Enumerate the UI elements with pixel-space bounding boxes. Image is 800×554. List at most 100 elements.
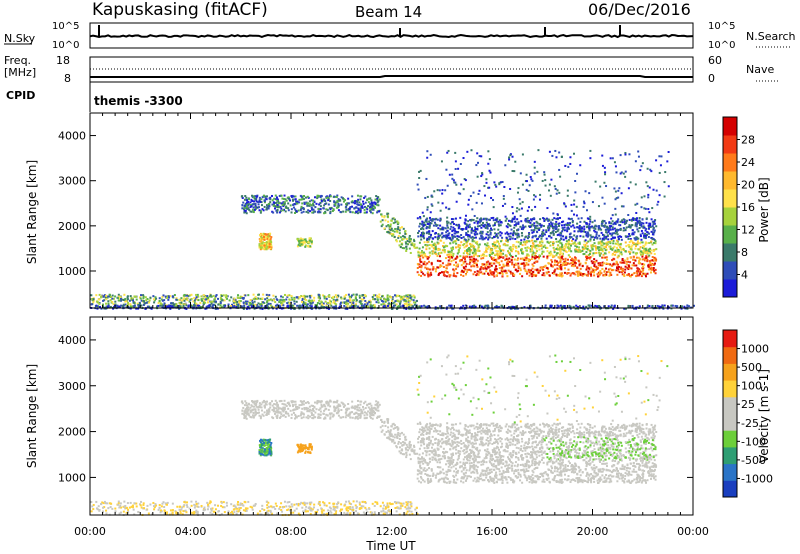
power-cell — [654, 272, 657, 275]
power-cell — [653, 229, 656, 232]
power-cell — [454, 240, 457, 243]
power-cell — [550, 305, 553, 308]
power-cell — [417, 255, 420, 258]
power-cell — [437, 249, 440, 252]
power-cell — [485, 247, 488, 250]
power-cell — [313, 296, 316, 299]
power-cell — [450, 225, 453, 228]
power-cell — [651, 263, 654, 266]
power-cell — [164, 295, 167, 298]
power-cell — [629, 181, 632, 184]
power-cell — [452, 222, 455, 225]
power-cell — [624, 265, 627, 268]
power-cell — [491, 251, 494, 254]
power-cell — [559, 267, 562, 270]
power-cell — [517, 241, 520, 244]
power-cell — [351, 303, 354, 306]
power-cell — [287, 301, 290, 304]
power-cell — [432, 247, 435, 250]
power-cell — [452, 229, 455, 232]
power-cell — [267, 202, 270, 205]
power-cell — [477, 246, 480, 249]
power-cell — [574, 250, 577, 253]
power-cell — [333, 200, 336, 203]
power-cell — [622, 172, 625, 175]
power-cell — [219, 304, 222, 307]
power-cell — [632, 258, 635, 261]
power-cell — [308, 200, 311, 203]
power-cell — [614, 249, 617, 252]
power-cell — [369, 304, 372, 307]
power-cell — [418, 305, 421, 308]
power-cell — [526, 270, 529, 273]
power-cell — [449, 263, 452, 266]
power-cell — [520, 232, 523, 235]
power-cell — [555, 247, 558, 250]
freq-trace — [90, 75, 693, 78]
power-cell — [261, 241, 264, 244]
power-cell — [137, 305, 140, 308]
power-cell — [290, 307, 293, 310]
power-cell — [217, 303, 220, 306]
power-cell — [547, 254, 550, 257]
power-cell — [524, 180, 527, 183]
power-cell — [181, 306, 184, 309]
power-cell — [599, 237, 602, 240]
power-cell — [260, 204, 263, 207]
power-cell — [236, 296, 239, 299]
power-cell — [641, 232, 644, 235]
power-cell — [537, 257, 540, 260]
power-cell — [496, 261, 499, 264]
power-cell — [171, 304, 174, 307]
power-cell — [311, 301, 314, 304]
power-cell — [591, 244, 594, 247]
power-cell — [242, 201, 245, 204]
power-cell — [274, 205, 277, 208]
power-cell — [140, 294, 143, 297]
power-cell — [562, 238, 565, 241]
power-cell — [507, 219, 510, 222]
power-cell — [423, 241, 426, 244]
power-cell — [459, 192, 462, 195]
power-cell — [483, 272, 486, 275]
power-cell — [653, 263, 656, 266]
power-cell — [306, 204, 309, 207]
power-cell — [587, 270, 590, 273]
power-cell — [498, 224, 501, 227]
power-cell — [320, 300, 323, 303]
power-cell — [419, 258, 422, 261]
power-cell — [446, 151, 449, 154]
power-cell — [452, 218, 455, 221]
power-cell — [339, 210, 342, 213]
power-cell — [117, 293, 120, 296]
power-cell — [464, 268, 467, 271]
y-tick-label: 2000 — [58, 220, 86, 233]
power-cell — [650, 259, 653, 262]
power-cell — [457, 226, 460, 229]
power-cell — [276, 198, 279, 201]
power-cell — [381, 295, 384, 298]
power-cell — [453, 274, 456, 277]
power-cell — [265, 207, 268, 210]
power-cell — [640, 206, 643, 209]
power-cell — [129, 305, 132, 308]
power-cell — [584, 243, 587, 246]
power-cell — [437, 201, 440, 204]
power-cell — [109, 299, 112, 302]
power-cell — [237, 294, 240, 297]
power-cell — [244, 207, 247, 210]
power-cell — [562, 246, 565, 249]
power-cell — [629, 251, 632, 254]
power-cell — [166, 306, 169, 309]
power-cell — [476, 270, 479, 273]
power-cell — [609, 267, 612, 270]
power-cell — [564, 164, 567, 167]
power-cell — [290, 295, 293, 298]
power-cell — [560, 224, 563, 227]
power-cell — [188, 300, 191, 303]
power-cell — [517, 250, 520, 253]
power-cell — [444, 234, 447, 237]
power-cell — [195, 302, 198, 305]
power-cell — [337, 198, 340, 201]
power-cell — [487, 260, 490, 263]
